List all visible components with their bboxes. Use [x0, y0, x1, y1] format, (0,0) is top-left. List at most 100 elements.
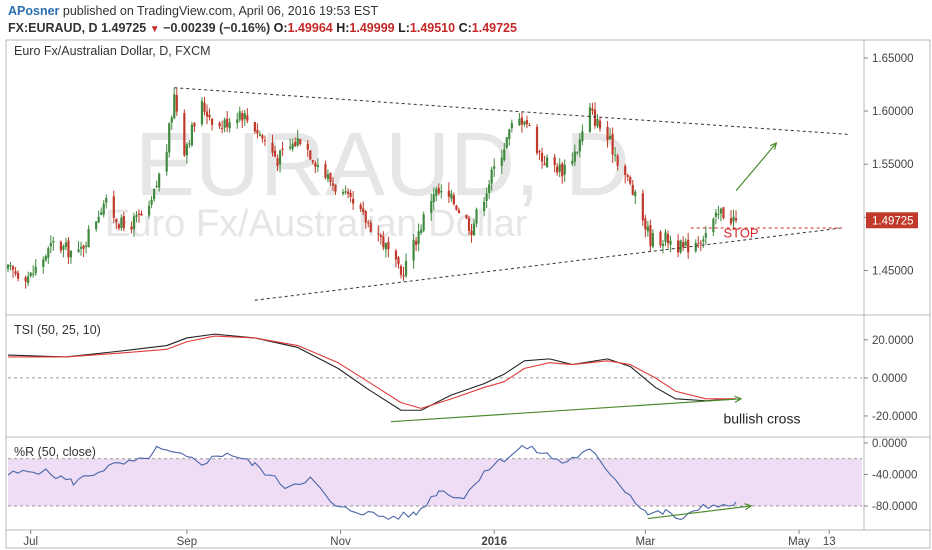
candle-body	[629, 176, 632, 184]
candle-body	[616, 155, 619, 166]
candle-body	[276, 157, 279, 166]
low-label: L:	[398, 21, 410, 35]
close-label: C:	[458, 21, 472, 35]
chart-canvas[interactable]: EURAUD, D Euro Fx/Australian Dollar Euro…	[0, 38, 932, 550]
pr-overbought-oversold-band	[8, 458, 862, 506]
pr-divergence-arrow-head	[744, 503, 753, 511]
candle-body	[394, 250, 398, 260]
candle-body	[155, 185, 158, 188]
candle-body	[472, 223, 476, 236]
pr-axis-label: 0.0000	[872, 438, 907, 450]
pr-axis-label: -80.0000	[872, 501, 917, 513]
candle-body	[447, 190, 450, 197]
candle-body	[137, 213, 141, 215]
candle-body	[702, 239, 705, 242]
candle-body	[296, 138, 299, 146]
candle-body	[556, 166, 559, 173]
candle-body	[538, 151, 541, 153]
candle-body	[661, 243, 665, 247]
price-axis-label: 1.60000	[872, 106, 914, 118]
candle-body	[311, 160, 314, 163]
candle-body	[362, 208, 365, 213]
candle-body	[485, 193, 488, 201]
candle-body	[664, 232, 667, 242]
candle-body	[47, 248, 50, 258]
candle-body	[32, 273, 35, 275]
candle-body	[316, 165, 319, 167]
pr-line	[7, 444, 737, 521]
candle-body	[120, 217, 123, 229]
candle-body	[359, 204, 362, 210]
time-axis: Jul Sep Nov 2016 Mar May 13	[23, 530, 836, 548]
candle-body	[150, 199, 153, 205]
time-axis-label: Sep	[177, 536, 197, 548]
last-price: 1.49725	[101, 21, 147, 35]
publish-line: APosner published on TradingView.com, Ap…	[8, 4, 378, 18]
candle-body	[719, 208, 723, 214]
price-axis-label: 1.55000	[872, 159, 914, 171]
candle-body	[329, 172, 332, 182]
price-axis-label: 1.65000	[872, 53, 914, 65]
candle-body	[520, 117, 524, 125]
candle-body	[387, 241, 390, 250]
candle-body	[432, 194, 435, 203]
low-value: 1.49510	[409, 21, 456, 35]
candle-body	[734, 218, 738, 221]
candle-body	[24, 277, 27, 282]
candle-body	[651, 233, 655, 247]
candle-body	[16, 272, 20, 279]
candle-body	[503, 149, 506, 160]
candle-body	[483, 201, 486, 212]
tsi-line	[7, 333, 737, 411]
price-pane: EURAUD, D Euro Fx/Australian Dollar Euro…	[6, 44, 918, 301]
candle-body	[687, 239, 690, 253]
candle-body	[67, 240, 70, 258]
time-axis-label: May	[788, 536, 810, 548]
candle-body	[165, 151, 168, 172]
candle-body	[352, 198, 355, 204]
candle-body	[369, 222, 372, 233]
candle-body	[722, 207, 725, 219]
candle-body	[467, 218, 471, 231]
author-link[interactable]: APosner	[8, 4, 60, 18]
candles-group	[6, 87, 738, 289]
candle-body	[77, 249, 80, 253]
tsi-signal-line	[8, 335, 737, 409]
candle-body	[243, 113, 246, 120]
candle-body	[193, 122, 196, 127]
candle-body	[596, 118, 599, 127]
candle-body	[704, 232, 707, 238]
tsi-pane: TSI (50, 25, 10) bullish cross 20.0000 0.…	[7, 323, 917, 427]
candle-body	[306, 144, 309, 150]
high-value: 1.49999	[349, 21, 395, 35]
candle-body	[397, 257, 400, 265]
candle-body	[122, 216, 125, 229]
candle-body	[291, 143, 294, 149]
candle-body	[334, 184, 337, 192]
candle-body	[69, 250, 73, 258]
candle-body	[170, 117, 173, 123]
candle-body	[666, 234, 670, 244]
candle-body	[190, 124, 193, 146]
candle-body	[326, 174, 330, 179]
candle-body	[591, 108, 594, 111]
candle-body	[42, 259, 45, 268]
candle-body	[6, 264, 10, 269]
candle-body	[11, 266, 15, 270]
candle-body	[546, 157, 549, 168]
candle-body	[535, 126, 539, 154]
candle-body	[624, 165, 627, 175]
candle-body	[475, 209, 478, 224]
candle-body	[208, 114, 211, 118]
candle-body	[510, 123, 513, 129]
candle-body	[246, 115, 249, 121]
candle-body	[626, 175, 629, 177]
tsi-pane-title: TSI (50, 25, 10)	[14, 323, 101, 337]
tsi-lines: bullish cross	[7, 333, 862, 427]
candle-body	[59, 241, 63, 251]
candle-body	[140, 213, 143, 216]
candle-body	[694, 242, 697, 252]
candle-body	[344, 191, 347, 193]
candle-body	[644, 218, 647, 230]
candle-body	[684, 241, 687, 246]
